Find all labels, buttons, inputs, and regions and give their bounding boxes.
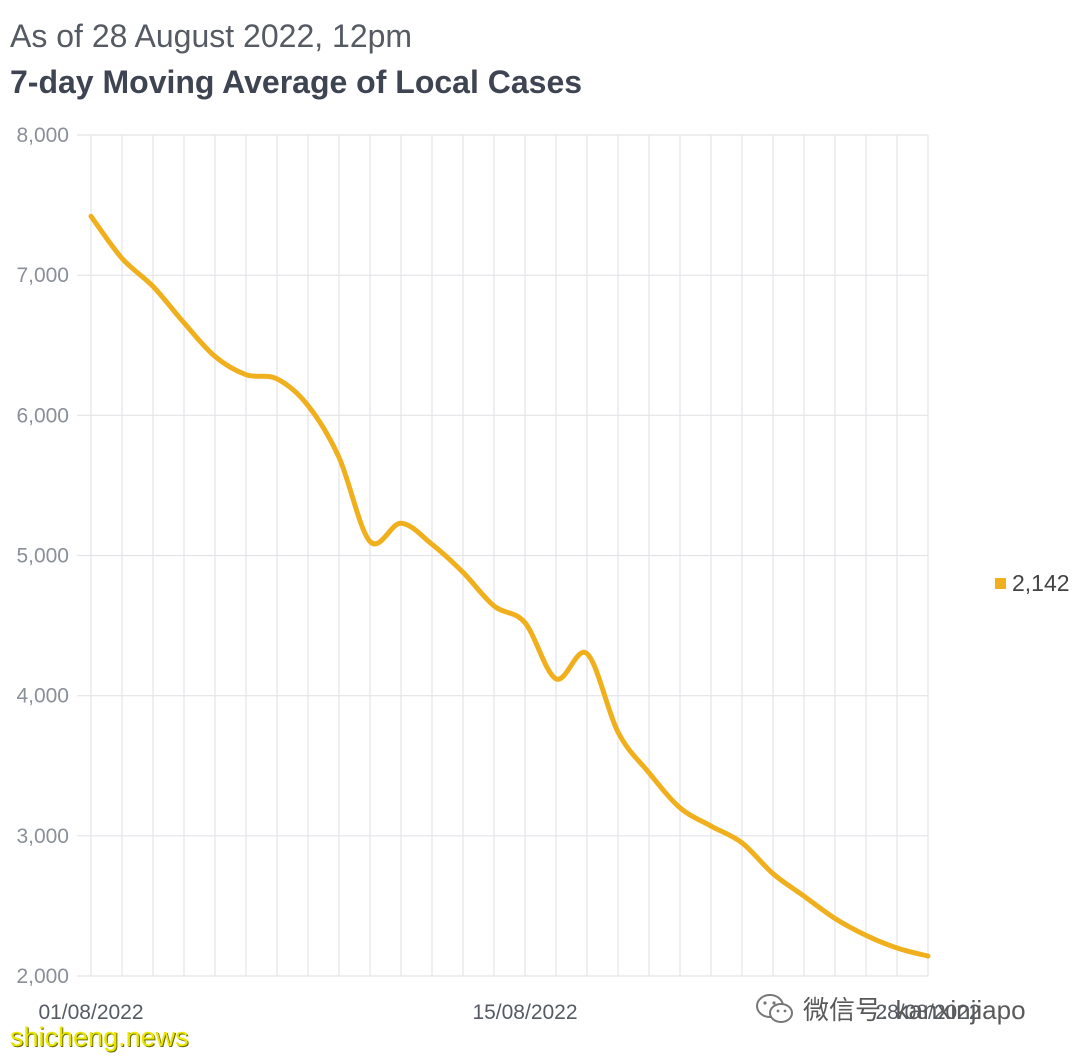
chart-subtitle: As of 28 August 2022, 12pm [10,18,413,54]
x-tick-label: 01/08/2022 [38,1001,143,1024]
wechat-icon [756,993,793,1023]
legend[interactable]: 2,142 [995,570,1070,597]
y-tick-label: 7,000 [16,264,69,287]
legend-label: 2,142 [1012,570,1070,596]
chart-title: 7-day Moving Average of Local Cases [10,64,583,100]
legend-swatch [995,578,1006,589]
y-tick-label: 6,000 [16,404,69,427]
y-tick-label: 3,000 [16,825,69,848]
y-tick-label: 2,000 [16,965,69,988]
x-tick-label: 15/08/2022 [472,1001,577,1024]
y-tick-label: 4,000 [16,685,69,708]
wechat-id: 微信号: kanxinjiapo [803,995,1026,1025]
wechat-watermark: 微信号: kanxinjiapo [755,990,1026,1027]
series-line [88,213,931,959]
x-tick-label: 28/08/2022 [875,1001,980,1024]
y-tick-label: 8,000 [16,124,69,147]
site-watermark: shicheng.news [10,1022,189,1052]
y-tick-label: 5,000 [16,545,69,568]
